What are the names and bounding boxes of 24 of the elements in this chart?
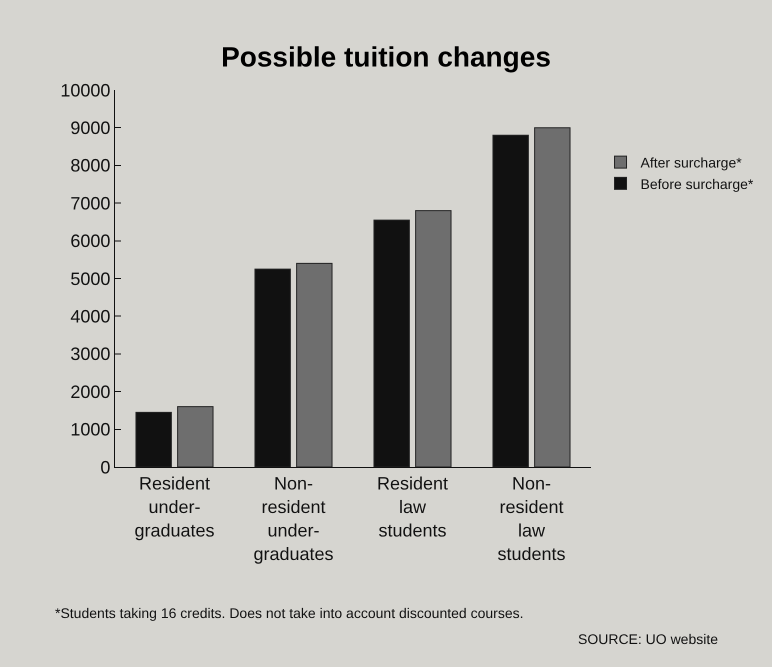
y-tick-label: 0	[100, 457, 110, 478]
y-tick-label: 3000	[70, 344, 110, 364]
chart-title: Possible tuition changes	[221, 41, 551, 72]
legend-label: After surcharge*	[640, 154, 742, 171]
y-tick-label: 1000	[70, 420, 110, 440]
text: *Students taking 16 credits. Does not take into account discounted courses.	[55, 605, 524, 621]
y-tick-label: 2000	[70, 382, 110, 402]
legend-label: Before surcharge*	[640, 176, 754, 192]
bar	[415, 210, 452, 467]
x-tick-label: Resident law students	[376, 474, 448, 540]
bar	[296, 262, 333, 467]
bar	[534, 127, 571, 467]
y-tick-label: 6000	[70, 231, 110, 252]
x-tick-label: Non- resident under- graduates	[253, 474, 334, 564]
x-tick-label: Non- resident law students	[497, 474, 566, 564]
source-note: SOURCE: UO website	[578, 631, 718, 647]
y-tick-label: 7000	[70, 193, 110, 214]
y-tick-label: 9000	[70, 118, 110, 138]
y-tick-label: 10000	[60, 80, 110, 100]
y-tick-label: 4000	[70, 306, 110, 326]
y-tick-label: 8000	[70, 156, 110, 176]
bar	[177, 406, 214, 467]
x-tick-label: Resident under- graduates	[134, 474, 215, 540]
y-tick-label: 5000	[70, 268, 110, 289]
